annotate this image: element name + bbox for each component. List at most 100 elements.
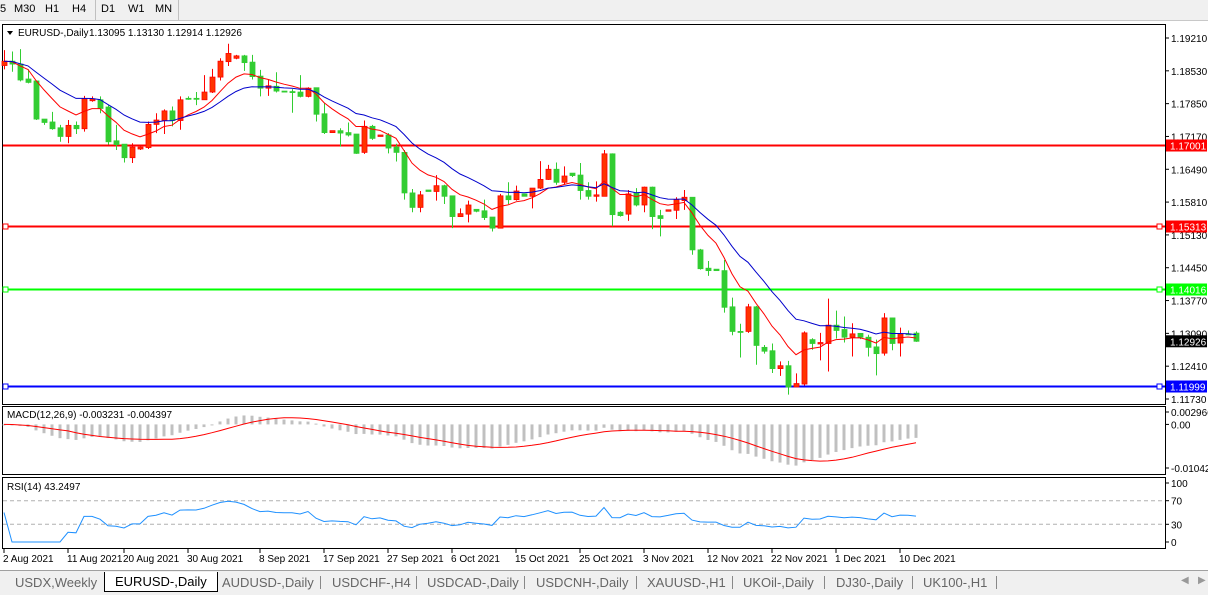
candle-bullish xyxy=(137,146,144,150)
date-tick-label: 30 Aug 2021 xyxy=(187,554,244,565)
candle-bearish xyxy=(841,329,848,338)
candle-bearish xyxy=(481,210,488,218)
tab-xauusd-h1[interactable]: XAUUSD-,H1 xyxy=(647,575,726,590)
candle-bullish xyxy=(209,76,216,93)
macd-histogram-bar xyxy=(714,424,718,442)
rsi-axis-label: 30 xyxy=(1171,520,1183,531)
tab-ukoil-daily[interactable]: UKOil-,Daily xyxy=(743,575,814,590)
scroll-left-icon[interactable]: ◀ xyxy=(1181,575,1189,586)
rsi-panel-frame xyxy=(2,477,1166,549)
tab-audusd-daily[interactable]: AUDUSD-,Daily xyxy=(222,575,314,590)
candle-bearish xyxy=(785,365,792,388)
tab-uk100-h1[interactable]: UK100-,H1 xyxy=(923,575,988,590)
macd-histogram-bar xyxy=(538,424,542,438)
candle-bearish xyxy=(769,350,776,369)
candle-bearish xyxy=(617,211,624,217)
scroll-right-icon[interactable]: ▶ xyxy=(1198,575,1206,586)
macd-histogram-bar xyxy=(354,424,358,435)
candle-bearish xyxy=(25,78,32,83)
price-tick-label: 1.17850 xyxy=(1171,100,1208,111)
timeframe-m30[interactable]: M30 xyxy=(14,3,36,15)
candle-bearish xyxy=(753,306,760,346)
current-price-badge xyxy=(1166,335,1207,348)
candle-bearish xyxy=(657,215,664,219)
date-tick-label: 3 Nov 2021 xyxy=(643,554,695,565)
chart-window[interactable]: 1.19210 1.18530 1.17850 1.17170 1.16490 1.158… xyxy=(0,0,1208,570)
macd-histogram-bar xyxy=(146,424,150,441)
candle-bearish xyxy=(713,268,720,272)
candle-bearish xyxy=(369,125,376,139)
tab-usdcnh-daily[interactable]: USDCNH-,Daily xyxy=(536,575,629,590)
macd-histogram-bar xyxy=(818,424,822,458)
macd-histogram-bar xyxy=(626,424,630,431)
macd-histogram-bar xyxy=(122,424,126,442)
candle-bullish xyxy=(881,317,888,354)
macd-histogram-bar xyxy=(746,424,750,454)
macd-histogram-bar xyxy=(186,424,190,431)
macd-histogram-bar xyxy=(570,424,574,431)
candle-bullish xyxy=(201,91,208,101)
macd-histogram-bar xyxy=(66,424,70,440)
macd-histogram-bar xyxy=(90,424,94,437)
macd-histogram-bar xyxy=(530,424,534,440)
macd-histogram-bar xyxy=(130,424,134,442)
macd-histogram-bar xyxy=(290,420,294,425)
macd-histogram-bar xyxy=(202,424,206,428)
candle-bearish xyxy=(865,336,872,348)
macd-histogram-bar xyxy=(386,424,390,436)
tab-usdchf-h4[interactable]: USDCHF-,H4 xyxy=(332,575,411,590)
macd-histogram-bar xyxy=(410,424,414,444)
macd-histogram-bar xyxy=(698,424,702,438)
candle-bearish xyxy=(737,331,744,333)
macd-histogram-bar xyxy=(602,424,606,428)
tab-dj30-daily[interactable]: DJ30-,Daily xyxy=(836,575,904,590)
macd-histogram-bar xyxy=(194,424,198,429)
macd-histogram-bar xyxy=(74,424,78,440)
price-tick-label: 1.18530 xyxy=(1171,67,1208,78)
macd-histogram-bar xyxy=(610,424,614,430)
main-chart-frame xyxy=(2,24,1166,405)
candle-bullish xyxy=(849,333,856,338)
timeframe-h4[interactable]: H4 xyxy=(72,3,87,15)
tab-eurusd-daily[interactable]: EURUSD-,Daily xyxy=(104,572,218,592)
rsi-axis-label: 70 xyxy=(1171,497,1183,508)
date-tick-label: 1 Dec 2021 xyxy=(835,554,887,565)
macd-histogram-bar xyxy=(226,418,230,425)
candle-bearish xyxy=(705,267,712,272)
price-tick-label: 1.12410 xyxy=(1171,362,1208,373)
timeframe-mn[interactable]: MN xyxy=(155,3,173,15)
candle-bearish xyxy=(609,153,616,216)
timeframe-m5[interactable]: 5 xyxy=(0,3,7,15)
level-price-label: 1.11999 xyxy=(1170,383,1206,394)
macd-histogram-bar xyxy=(42,424,46,434)
candle-bearish xyxy=(393,146,400,153)
tab-usdx-weekly[interactable]: USDX,Weekly xyxy=(15,575,98,590)
timeframe-h1[interactable]: H1 xyxy=(45,3,60,15)
macd-panel-frame xyxy=(2,406,1166,475)
tab-usdcad-daily[interactable]: USDCAD-,Daily xyxy=(427,575,519,590)
candle-bullish xyxy=(665,209,672,212)
macd-histogram-bar xyxy=(666,424,670,433)
macd-histogram-bar xyxy=(594,424,598,431)
date-tick-label: 27 Sep 2021 xyxy=(387,554,444,565)
candle-bullish xyxy=(217,60,224,78)
macd-histogram-bar xyxy=(434,424,438,446)
macd-histogram-bar xyxy=(242,415,246,425)
candle-bullish xyxy=(465,204,472,215)
chart-tabs-bar: USDX,Weekly EURUSD-,Daily AUDUSD-,Daily … xyxy=(0,570,1208,595)
tab-separator xyxy=(416,576,417,589)
timeframe-w1[interactable]: W1 xyxy=(128,3,145,15)
collapse-triangle-icon[interactable] xyxy=(7,31,13,35)
level-handle-icon xyxy=(1156,383,1163,390)
timeframe-d1[interactable]: D1 xyxy=(101,3,116,15)
macd-histogram-bar xyxy=(82,424,86,439)
candle-bullish xyxy=(561,175,568,183)
candle-bearish xyxy=(649,186,656,217)
macd-histogram-bar xyxy=(2,424,6,426)
candle-bullish xyxy=(225,53,232,63)
candle-bullish xyxy=(545,168,552,180)
candle-bearish xyxy=(281,90,288,93)
candle-bullish xyxy=(145,123,152,148)
candle-bearish xyxy=(193,97,200,100)
level-price-label: 1.15313 xyxy=(1170,223,1207,234)
